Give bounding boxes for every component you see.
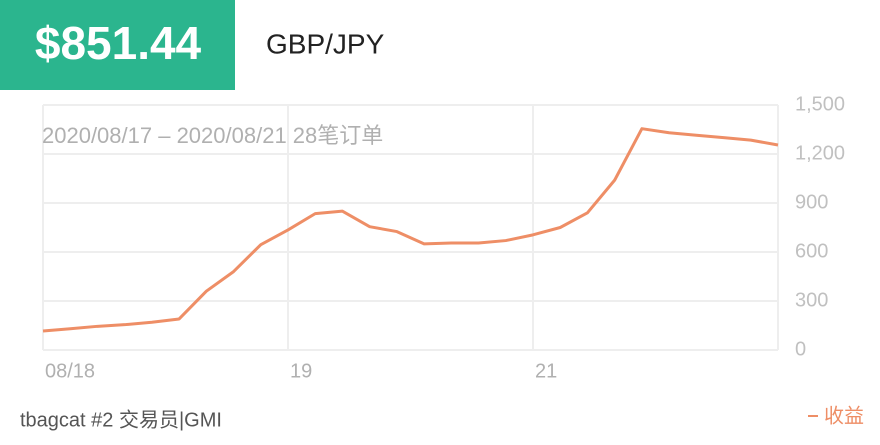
y-tick-label: 300: [795, 289, 828, 311]
legend-label: 收益: [824, 404, 864, 427]
x-tick-label: 19: [290, 360, 312, 382]
pair: GBP/JPY: [266, 28, 385, 59]
y-tick-label: 0: [795, 338, 806, 360]
footer-user: tbagcat #2 交易员|GMI: [20, 408, 222, 431]
amount-badge: [0, 0, 235, 90]
series-line: [42, 127, 779, 333]
subtitle: 2020/08/17 – 2020/08/21 28笔订单: [42, 123, 383, 148]
y-tick-label: 600: [795, 240, 828, 262]
amount: $851.44: [35, 17, 202, 69]
y-tick-label: 1,200: [795, 142, 845, 164]
x-tick-label: 21: [535, 360, 557, 382]
x-tick-label: 08/18: [45, 360, 95, 382]
y-tick-label: 900: [795, 191, 828, 213]
y-tick-label: 1,500: [795, 93, 845, 115]
